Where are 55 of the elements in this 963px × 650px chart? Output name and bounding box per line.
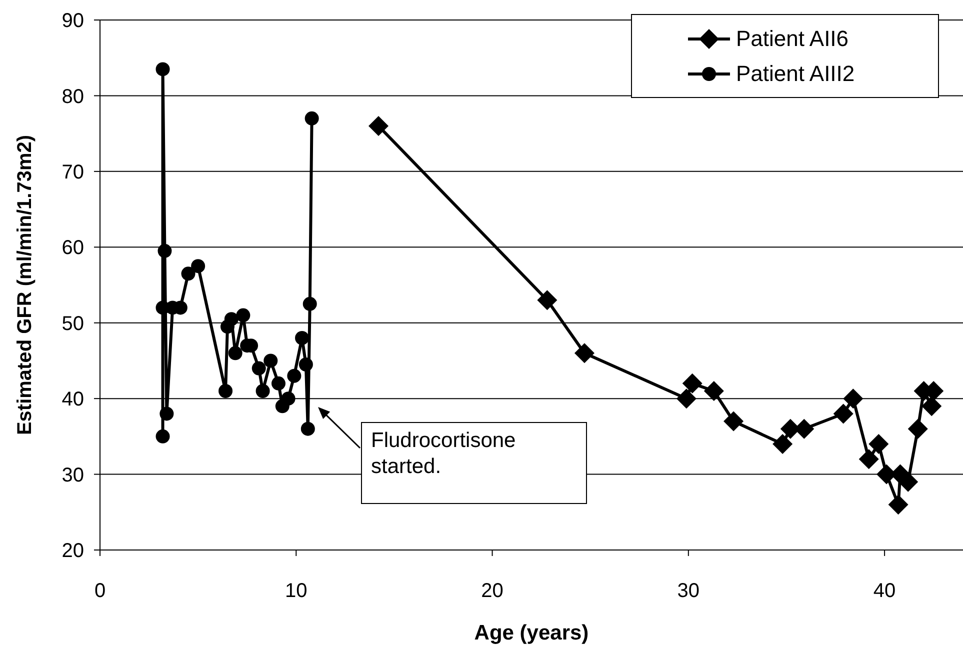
point	[281, 392, 296, 406]
point	[256, 384, 270, 398]
x-tick-label: 10	[285, 580, 308, 602]
point	[156, 429, 170, 444]
point	[228, 346, 242, 360]
point	[676, 388, 696, 409]
y-tick-label: 70	[62, 162, 84, 184]
point	[224, 312, 238, 326]
point	[236, 308, 250, 322]
point	[574, 343, 594, 364]
x-tick-label: 40	[873, 580, 896, 602]
point	[537, 290, 558, 310]
point	[302, 296, 317, 311]
point	[191, 259, 206, 274]
point	[922, 396, 942, 416]
legend-label: Patient AIII2	[736, 60, 855, 86]
point	[682, 373, 702, 394]
x-tick-label: 0	[94, 580, 106, 602]
point	[264, 354, 278, 368]
point	[160, 406, 174, 421]
y-tick-label: 90	[62, 10, 84, 32]
point	[908, 418, 928, 439]
legend-label: Patient AII6	[736, 26, 849, 52]
y-tick-label: 80	[62, 86, 84, 108]
point	[368, 116, 389, 136]
x-axis-title: Age (years)	[474, 622, 589, 644]
point	[252, 361, 266, 376]
point	[287, 368, 302, 383]
point	[156, 62, 170, 76]
point	[271, 376, 286, 390]
x-tick-label: 30	[677, 580, 700, 602]
point	[888, 494, 908, 515]
point	[300, 422, 315, 436]
annotation: Fludrocortisone started.	[371, 428, 517, 480]
y-tick-label: 30	[62, 464, 84, 486]
point	[772, 434, 793, 454]
y-axis-title: Estimated GFR (ml/min/1.73m2)	[14, 134, 36, 436]
point	[158, 244, 172, 258]
y-tick-label: 20	[62, 540, 84, 562]
point	[181, 266, 196, 281]
point	[898, 472, 918, 492]
point	[218, 384, 233, 398]
point	[704, 381, 724, 401]
point	[843, 388, 864, 409]
y-tick-label: 60	[62, 237, 84, 260]
point	[858, 449, 879, 470]
point	[868, 434, 889, 454]
point	[298, 358, 313, 372]
point	[304, 111, 319, 126]
point	[295, 331, 310, 345]
x-tick-label: 20	[481, 580, 504, 602]
y-tick-label: 50	[62, 312, 84, 335]
y-tick-label: 40	[62, 388, 84, 411]
point	[833, 404, 854, 424]
point	[724, 411, 744, 432]
